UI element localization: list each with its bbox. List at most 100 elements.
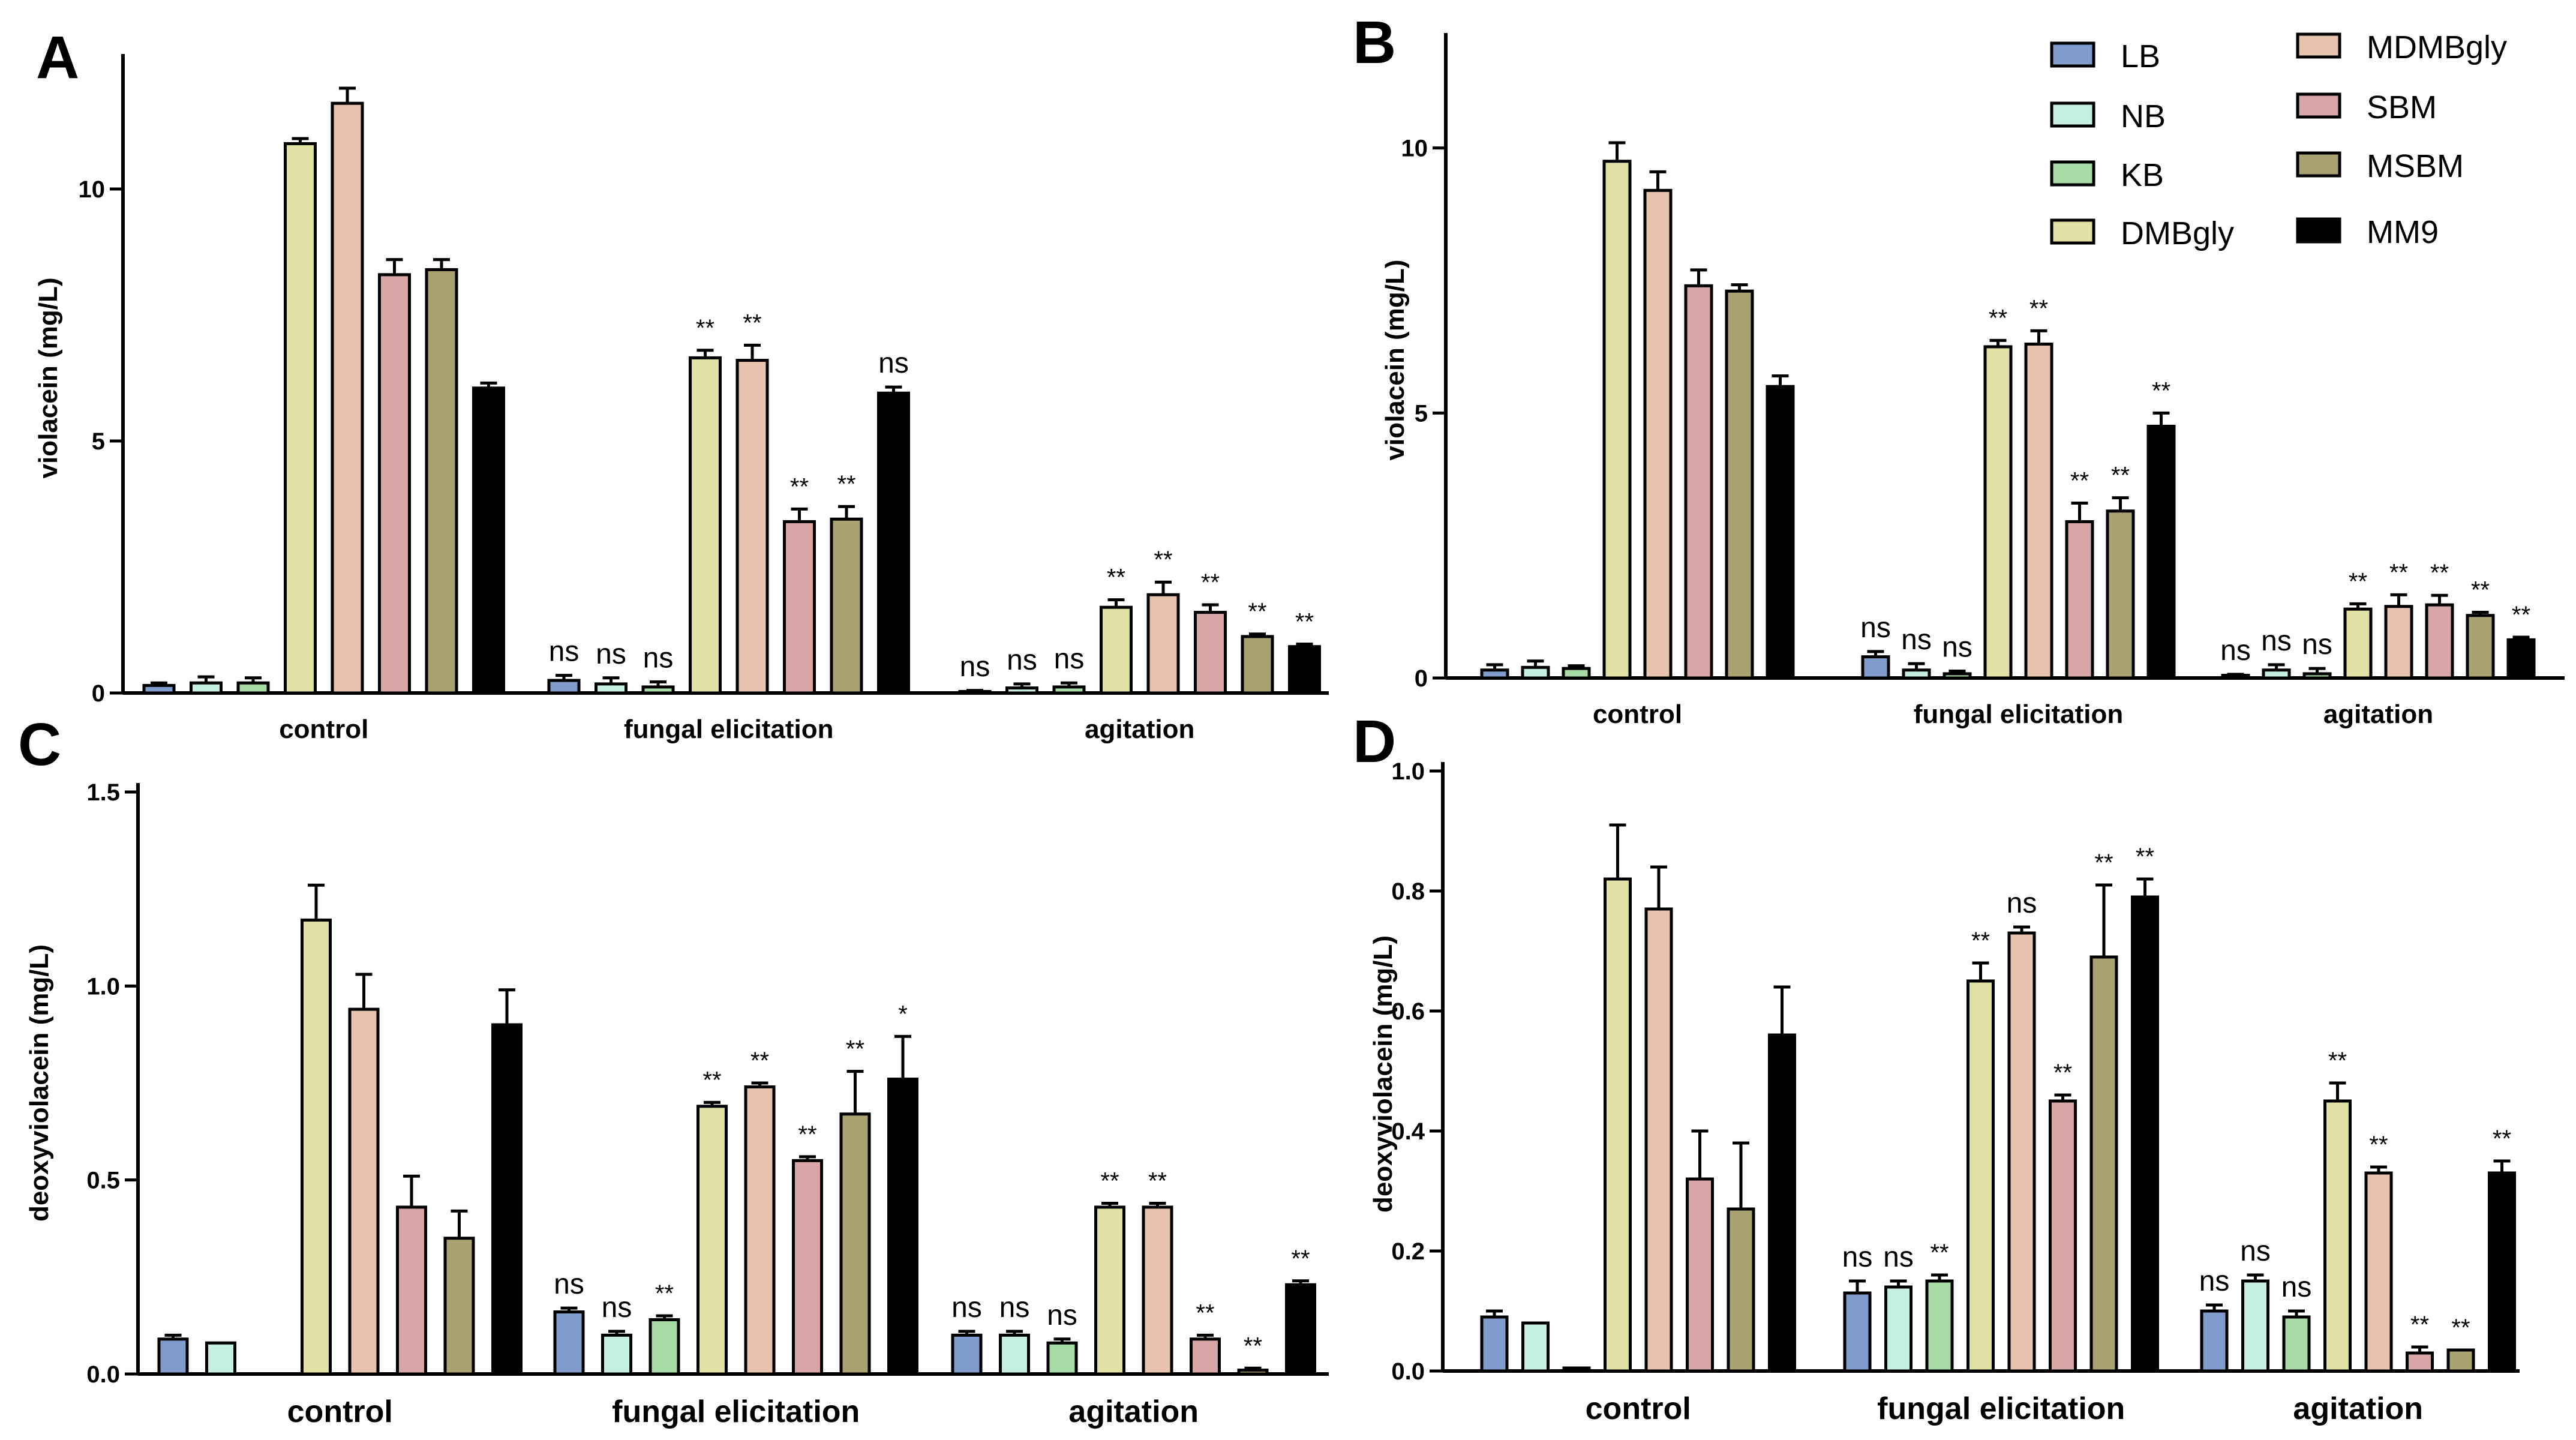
y-tick-label: 0 <box>1415 665 1428 692</box>
bar-sbm-fungal-elicitation <box>792 1159 823 1376</box>
significance-label: ** <box>1154 547 1172 573</box>
y-tick-label: 1.0 <box>1391 758 1425 785</box>
y-tick-label: 5 <box>1415 400 1428 427</box>
y-tick-label: 0.6 <box>1391 998 1425 1025</box>
significance-label: ** <box>1248 599 1266 625</box>
legend-swatch-lb <box>2050 41 2095 68</box>
significance-label: ** <box>2152 377 2170 404</box>
y-tick-label: 0.5 <box>86 1168 120 1194</box>
legend-label-kb: KB <box>2121 157 2164 193</box>
significance-label: ** <box>2136 844 2154 870</box>
significance-label: ns <box>878 347 909 379</box>
significance-label: ns <box>1860 612 1891 644</box>
y-tick-label: 0.2 <box>1391 1238 1425 1265</box>
bar-sbm-agitation <box>1190 1337 1221 1376</box>
bar-msbm-control <box>1727 1207 1755 1373</box>
x-category-label: agitation <box>2293 1391 2423 1426</box>
bar-sbm-fungal-elicitation <box>2065 520 2094 680</box>
bar-msbm-control <box>425 268 458 695</box>
significance-label: ** <box>2053 1060 2072 1086</box>
x-category-label: control <box>279 715 368 744</box>
bar-msbm-fungal-elicitation <box>2089 955 2118 1373</box>
significance-label: ** <box>2471 577 2490 603</box>
significance-label: ns <box>951 1292 982 1324</box>
bar-sbm-fungal-elicitation <box>783 520 816 695</box>
bar-nb-control <box>190 681 223 695</box>
significance-label: ns <box>2281 1271 2312 1303</box>
bar-lb-agitation <box>2200 1309 2229 1373</box>
x-category-label: fungal elicitation <box>1914 700 2124 729</box>
y-tick-label: 10 <box>1401 136 1428 162</box>
significance-label: ** <box>2369 1132 2388 1158</box>
significance-label: ** <box>1196 1300 1214 1326</box>
bar-dmbgly-control <box>1602 160 1632 680</box>
legend-label-lb: LB <box>2121 38 2160 74</box>
significance-label: ns <box>2240 1235 2271 1267</box>
significance-label: ** <box>1148 1168 1167 1194</box>
significance-label: ns <box>2199 1265 2230 1297</box>
bar-nb-agitation <box>999 1333 1030 1376</box>
significance-label: ** <box>1100 1168 1119 1194</box>
significance-label: ** <box>1107 565 1125 591</box>
bar-sbm-agitation <box>2425 603 2454 680</box>
y-tick-label: 5 <box>92 428 105 455</box>
bar-mm9-agitation <box>1285 1283 1316 1376</box>
significance-label: ** <box>2410 1312 2429 1338</box>
y-axis-label: deoxyviolacein (mg/L) <box>25 944 54 1222</box>
bar-msbm-agitation <box>2446 1348 2475 1373</box>
bar-kb-fungal-elicitation <box>1925 1279 1954 1373</box>
significance-label: ** <box>1244 1333 1262 1359</box>
y-tick-label: 1.0 <box>86 973 120 1000</box>
bar-sbm-fungal-elicitation <box>2049 1099 2077 1373</box>
bar-lb-control <box>142 683 176 695</box>
bar-dmbgly-fungal-elicitation <box>1966 979 1995 1373</box>
bar-mdmbgly-agitation <box>1142 1205 1173 1376</box>
legend-swatch-mdmbgly <box>2296 32 2341 59</box>
bar-mm9-fungal-elicitation <box>2146 424 2176 680</box>
significance-label: ns <box>596 638 626 670</box>
bar-msbm-agitation <box>1237 1369 1269 1376</box>
significance-label: ns <box>1007 644 1037 676</box>
bar-sbm-agitation <box>1194 611 1227 695</box>
bar-lb-fungal-elicitation <box>547 679 581 695</box>
bar-nb-control <box>205 1341 236 1376</box>
significance-label: ** <box>655 1280 674 1307</box>
bar-dmbgly-agitation <box>1094 1205 1125 1376</box>
x-category-label: fungal elicitation <box>612 1394 860 1429</box>
x-category-label: fungal elicitation <box>624 715 834 744</box>
bar-dmbgly-control <box>301 918 332 1376</box>
legend-label-mm9: MM9 <box>2367 214 2439 250</box>
bar-mm9-control <box>1768 1033 1796 1373</box>
significance-label: ** <box>798 1121 816 1148</box>
bar-lb-fungal-elicitation <box>1843 1291 1872 1373</box>
significance-label: ** <box>2389 559 2408 586</box>
significance-label: ** <box>2070 468 2089 494</box>
bar-mdmbgly-fungal-elicitation <box>2007 931 2036 1373</box>
legend-swatch-msbm <box>2296 151 2341 178</box>
bar-dmbgly-control <box>1604 877 1632 1373</box>
legend-swatch-kb <box>2050 160 2095 187</box>
bar-msbm-agitation <box>1241 635 1274 695</box>
bar-kb-control <box>1562 1366 1591 1373</box>
legend-label-msbm: MSBM <box>2367 148 2464 184</box>
bar-nb-agitation <box>1005 686 1038 695</box>
bar-mm9-agitation <box>2506 638 2536 680</box>
x-category-label: control <box>1593 700 1682 729</box>
significance-label: ns <box>554 1268 584 1300</box>
bar-msbm-fungal-elicitation <box>830 517 863 695</box>
bar-kb-control <box>236 681 270 695</box>
significance-label: ns <box>602 1292 632 1324</box>
bar-kb-control <box>1562 667 1591 680</box>
significance-label: ns <box>1901 624 1932 656</box>
x-category-label: agitation <box>1068 1394 1199 1429</box>
significance-label: ns <box>549 636 580 668</box>
bar-nb-fungal-elicitation <box>1884 1285 1913 1373</box>
significance-label: ** <box>1989 305 2007 331</box>
y-axis-label: violacein (mg/L) <box>34 278 63 479</box>
bar-msbm-control <box>443 1237 475 1376</box>
y-tick-label: 0 <box>92 680 105 707</box>
bar-dmbgly-agitation <box>2323 1099 2352 1373</box>
significance-label: ** <box>696 315 714 341</box>
y-tick-label: 0.0 <box>86 1361 120 1388</box>
